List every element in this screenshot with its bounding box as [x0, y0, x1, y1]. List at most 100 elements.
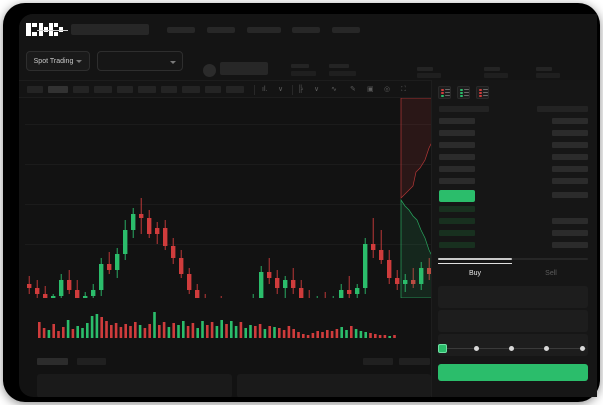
okx-logo[interactable]	[26, 23, 63, 36]
top-header-bar	[19, 14, 597, 44]
orderbook-bid-row[interactable]	[439, 242, 475, 248]
chart-type-icon[interactable]: ╠	[298, 86, 303, 93]
device-screen: Spot Trading	[19, 14, 597, 397]
slider-stop-75[interactable]	[544, 346, 549, 351]
orderbook-ask-size	[552, 130, 588, 136]
stat-5-label	[536, 67, 552, 71]
coin-avatar	[203, 64, 216, 77]
indicators-dropdown-icon[interactable]: ∨	[278, 86, 284, 93]
candle-series	[27, 198, 448, 298]
orderbook-view-asks-icon[interactable]	[476, 86, 489, 99]
orderbook-bid-row[interactable]	[439, 218, 475, 224]
orderbook-bid-size	[552, 242, 588, 248]
toolbar-divider	[254, 85, 255, 95]
bottom-action-1[interactable]	[363, 358, 393, 365]
chart-type-dropdown-icon[interactable]: ∨	[314, 86, 320, 93]
orderbook-bid-size	[552, 230, 588, 236]
nav-item-5[interactable]	[332, 27, 360, 33]
chevron-down-icon	[170, 61, 176, 64]
gridline	[25, 164, 585, 165]
gridline	[25, 124, 585, 125]
orderbook-mid-price	[439, 190, 475, 202]
toolbar-divider-2	[292, 85, 293, 95]
orderbook-col-header-size	[537, 106, 588, 112]
gridline	[25, 244, 585, 245]
orderbook-scrollbar-track	[438, 258, 588, 260]
bottom-action-2[interactable]	[399, 358, 430, 365]
timeframe-5[interactable]	[117, 86, 133, 93]
stat-2-value	[329, 71, 356, 76]
timeframe-7[interactable]	[161, 86, 177, 93]
gridline	[25, 204, 585, 205]
nav-item-1[interactable]	[167, 27, 195, 33]
settings-gear-icon[interactable]: ◎	[384, 86, 391, 93]
slider-stop-50[interactable]	[509, 346, 514, 351]
orderbook-mid-size	[552, 192, 588, 198]
orderbook-view-bids-icon[interactable]	[457, 86, 470, 99]
snapshot-camera-icon[interactable]: ▣	[367, 86, 374, 93]
orderbook-ask-row[interactable]	[439, 118, 475, 124]
stat-3-label	[417, 67, 433, 71]
tab-sell[interactable]: Sell	[545, 269, 557, 277]
stat-4-value	[484, 73, 508, 78]
orderbook-bid-row[interactable]	[439, 206, 475, 212]
fullscreen-icon[interactable]: ⛶	[401, 86, 406, 93]
timeframe-2[interactable]	[48, 86, 68, 93]
amount-slider-handle[interactable]	[438, 344, 447, 353]
timeframe-10[interactable]	[226, 86, 244, 93]
bottom-panel-right[interactable]	[237, 374, 431, 397]
orderbook-ask-row[interactable]	[439, 178, 475, 184]
orderbook-ask-row[interactable]	[439, 166, 475, 172]
tab-buy[interactable]: Buy	[468, 269, 482, 277]
orderbook-bid-size	[552, 218, 588, 224]
order-field-amount[interactable]	[438, 310, 588, 332]
stat-1-value	[291, 71, 316, 76]
orderbook-ask-row[interactable]	[439, 130, 475, 136]
active-tab-indicator	[37, 30, 68, 31]
chevron-down-icon	[76, 59, 83, 63]
active-side-indicator	[438, 263, 512, 264]
stat-2-label	[329, 64, 349, 68]
trading-mode-selector[interactable]: Spot Trading	[26, 51, 90, 71]
search-input[interactable]	[71, 24, 149, 35]
orderbook-ask-size	[552, 154, 588, 160]
indicators-icon[interactable]: ıl.	[262, 86, 268, 93]
orderbook-scrollbar[interactable]	[438, 258, 512, 260]
drawing-pencil-icon[interactable]: ✎	[350, 86, 356, 93]
orderbook-view-both-icon[interactable]	[438, 86, 451, 99]
pair-name-label	[220, 62, 268, 75]
orderbook-ask-size	[552, 142, 588, 148]
slider-stop-25[interactable]	[474, 346, 479, 351]
orderbook-and-order-form-panel: Buy Sell	[431, 80, 597, 397]
timeframe-1[interactable]	[27, 86, 43, 93]
pair-selector[interactable]	[97, 51, 183, 71]
timeframe-6[interactable]	[138, 86, 156, 93]
stat-4-label	[484, 67, 500, 71]
order-field-total[interactable]	[438, 334, 588, 356]
nav-item-3[interactable]	[247, 27, 281, 33]
nav-item-2[interactable]	[207, 27, 235, 33]
bottom-tab-2[interactable]	[77, 358, 106, 365]
bottom-panel-left[interactable]	[37, 374, 232, 397]
line-tool-icon[interactable]: ∿	[331, 86, 337, 93]
trading-mode-label: Spot Trading	[33, 57, 74, 65]
place-buy-order-button[interactable]	[438, 364, 588, 381]
orderbook-bid-row[interactable]	[439, 230, 475, 236]
nav-item-4[interactable]	[292, 27, 320, 33]
orderbook-col-header-price	[439, 106, 489, 112]
bottom-tab-1[interactable]	[37, 358, 68, 365]
slider-stop-100[interactable]	[580, 346, 585, 351]
order-field-price[interactable]	[438, 286, 588, 308]
volume-series	[38, 312, 396, 338]
orderbook-view-toggles	[438, 86, 489, 99]
timeframe-9[interactable]	[205, 86, 221, 93]
volume-histogram	[19, 298, 449, 350]
timeframe-3[interactable]	[73, 86, 89, 93]
timeframe-4[interactable]	[94, 86, 112, 93]
stat-5-value	[536, 73, 560, 78]
orderbook-ask-row[interactable]	[439, 142, 475, 148]
orderbook-ask-row[interactable]	[439, 154, 475, 160]
device-bezel: Spot Trading	[3, 3, 600, 402]
timeframe-8[interactable]	[182, 86, 200, 93]
